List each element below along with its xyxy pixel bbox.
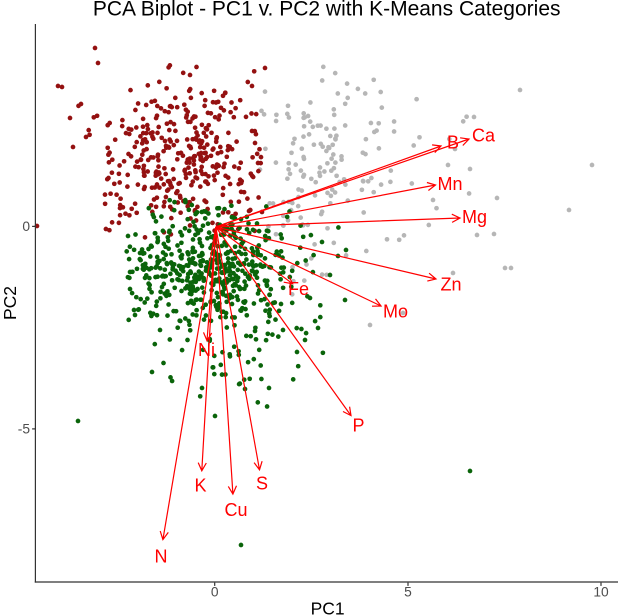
svg-text:PC1: PC1: [311, 599, 345, 615]
svg-text:Ni: Ni: [198, 340, 215, 360]
svg-text:PCA Biplot - PC1 v. PC2 with K: PCA Biplot - PC1 v. PC2 with K-Means Cat…: [93, 0, 561, 21]
svg-text:Zn: Zn: [440, 275, 461, 295]
svg-text:Mn: Mn: [437, 174, 462, 194]
svg-text:Fe: Fe: [288, 279, 309, 299]
svg-text:10: 10: [593, 585, 609, 600]
svg-text:N: N: [155, 547, 168, 567]
svg-text:0: 0: [22, 219, 30, 234]
svg-text:-5: -5: [18, 422, 31, 437]
svg-text:P: P: [352, 416, 364, 436]
svg-text:PC2: PC2: [0, 286, 20, 320]
svg-text:B: B: [447, 133, 459, 153]
svg-text:Cu: Cu: [224, 500, 247, 520]
svg-text:Mo: Mo: [383, 302, 408, 322]
svg-text:Ca: Ca: [472, 126, 496, 146]
svg-text:S: S: [256, 474, 268, 494]
svg-text:0: 0: [211, 585, 219, 600]
svg-text:K: K: [194, 476, 206, 496]
svg-text:Mg: Mg: [462, 207, 487, 227]
svg-text:5: 5: [404, 585, 412, 600]
